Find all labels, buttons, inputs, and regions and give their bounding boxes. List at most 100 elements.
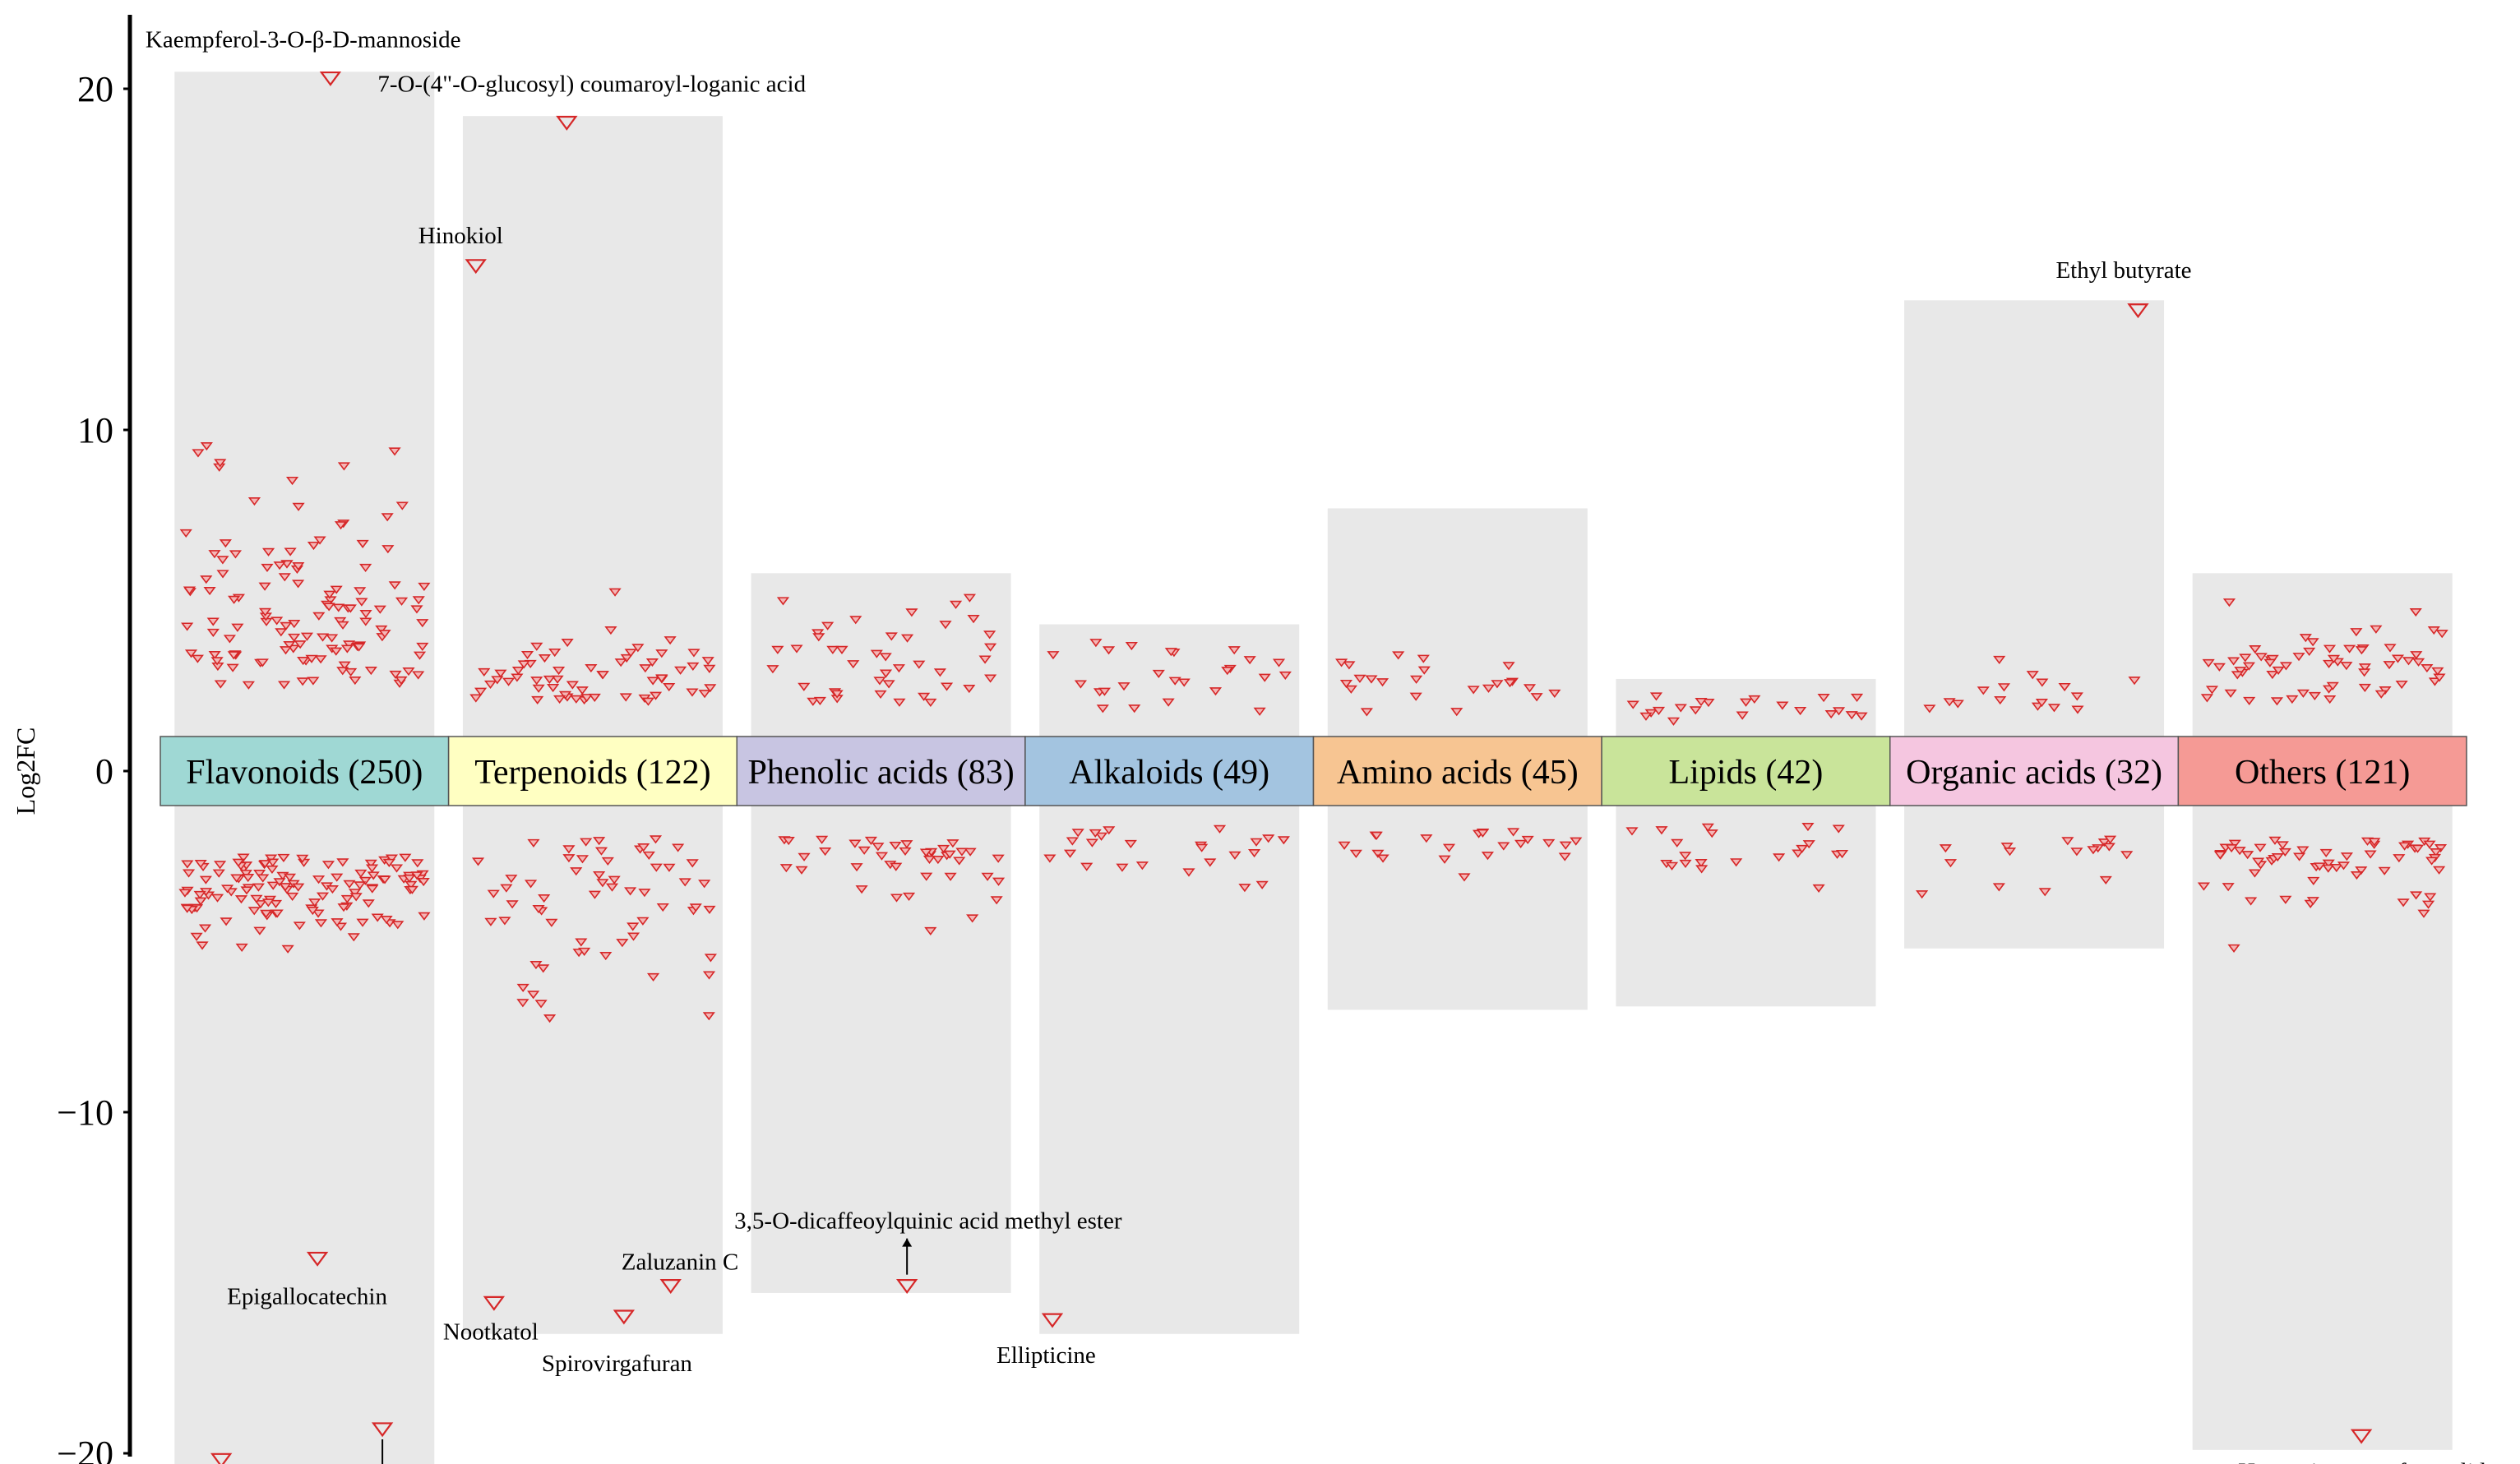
data-point xyxy=(332,603,345,612)
data-point xyxy=(344,604,357,613)
y-axis-label: Log2FC xyxy=(11,727,40,815)
data-point xyxy=(494,669,507,678)
data-point xyxy=(308,898,321,907)
data-point xyxy=(410,605,423,614)
data-point xyxy=(275,628,288,637)
data-point xyxy=(1409,692,1422,701)
data-point xyxy=(1521,835,1534,845)
data-point xyxy=(1951,700,1964,709)
data-point xyxy=(1570,837,1583,846)
data-point xyxy=(2306,897,2319,906)
category-band-cell xyxy=(1024,736,1315,806)
data-point xyxy=(2323,644,2337,653)
data-point xyxy=(2003,847,2017,857)
data-point xyxy=(578,947,591,956)
data-point xyxy=(253,870,266,879)
data-point xyxy=(1695,865,1709,874)
data-point xyxy=(531,695,544,704)
data-point xyxy=(273,878,286,887)
data-point xyxy=(1792,849,1805,858)
data-point xyxy=(1855,712,1868,721)
data-point xyxy=(687,662,700,671)
data-point xyxy=(395,501,409,510)
data-point xyxy=(331,918,344,927)
data-point xyxy=(920,872,933,881)
data-point xyxy=(364,859,377,868)
data-point xyxy=(703,664,716,673)
data-point xyxy=(395,676,408,686)
data-point xyxy=(349,893,363,902)
data-point xyxy=(1360,708,1373,717)
data-point xyxy=(1438,855,1451,864)
data-point xyxy=(594,847,608,856)
data-point xyxy=(252,883,266,892)
data-point xyxy=(2433,866,2446,875)
data-point xyxy=(704,954,717,963)
data-point xyxy=(352,643,366,652)
category-range-box xyxy=(462,116,723,1334)
data-point xyxy=(2099,875,2112,884)
data-point xyxy=(1625,827,1639,836)
data-point xyxy=(1667,717,1681,726)
data-point xyxy=(326,634,339,643)
data-point xyxy=(190,932,203,941)
data-point xyxy=(373,605,386,614)
data-point xyxy=(776,597,790,606)
data-point xyxy=(269,899,283,908)
data-point xyxy=(285,476,299,486)
data-point xyxy=(663,863,676,872)
data-point xyxy=(900,634,914,643)
data-point xyxy=(963,684,976,694)
data-point xyxy=(1278,671,1292,680)
data-point xyxy=(1481,852,1495,861)
data-point xyxy=(273,561,286,570)
data-point xyxy=(261,547,275,557)
data-point xyxy=(2425,857,2439,866)
data-point xyxy=(316,892,330,901)
data-point xyxy=(983,630,996,640)
data-point xyxy=(220,917,233,926)
data-point xyxy=(1992,883,2005,892)
data-point xyxy=(1074,680,1087,689)
data-point xyxy=(292,502,305,511)
data-point xyxy=(1094,832,1108,841)
data-point xyxy=(580,694,594,703)
data-point xyxy=(2087,846,2100,855)
data-point xyxy=(655,674,668,683)
data-point xyxy=(538,894,551,903)
data-point xyxy=(2026,671,2039,680)
data-point xyxy=(219,539,232,548)
data-point xyxy=(283,873,297,882)
data-point xyxy=(2355,866,2368,875)
data-point xyxy=(511,673,524,682)
data-point xyxy=(849,616,862,625)
data-point xyxy=(257,874,270,883)
data-point xyxy=(356,539,369,548)
data-point xyxy=(646,972,660,982)
data-point xyxy=(1392,651,1405,660)
data-point xyxy=(391,921,405,930)
category-range-box xyxy=(1616,678,1876,1007)
data-point xyxy=(1639,712,1653,721)
data-point xyxy=(517,660,530,669)
highlighted-point xyxy=(556,115,578,131)
data-point xyxy=(200,441,213,451)
data-point xyxy=(362,899,375,908)
data-point xyxy=(1339,679,1353,689)
data-point xyxy=(1098,687,1112,696)
category-label: Lipids (42) xyxy=(1669,754,1824,792)
data-point xyxy=(330,585,343,594)
data-point xyxy=(2433,673,2446,682)
data-point xyxy=(338,661,351,670)
data-point xyxy=(2337,861,2351,871)
data-point xyxy=(1476,829,1490,838)
point-annotation: Spirovirgafuran xyxy=(542,1351,693,1377)
highlighted-point xyxy=(895,1279,918,1295)
data-point xyxy=(210,894,224,903)
data-point xyxy=(1542,838,1556,848)
data-point xyxy=(405,880,418,889)
data-point xyxy=(182,869,196,878)
data-point xyxy=(1089,829,1102,838)
data-point xyxy=(1066,837,1079,846)
data-point xyxy=(1835,849,1849,859)
